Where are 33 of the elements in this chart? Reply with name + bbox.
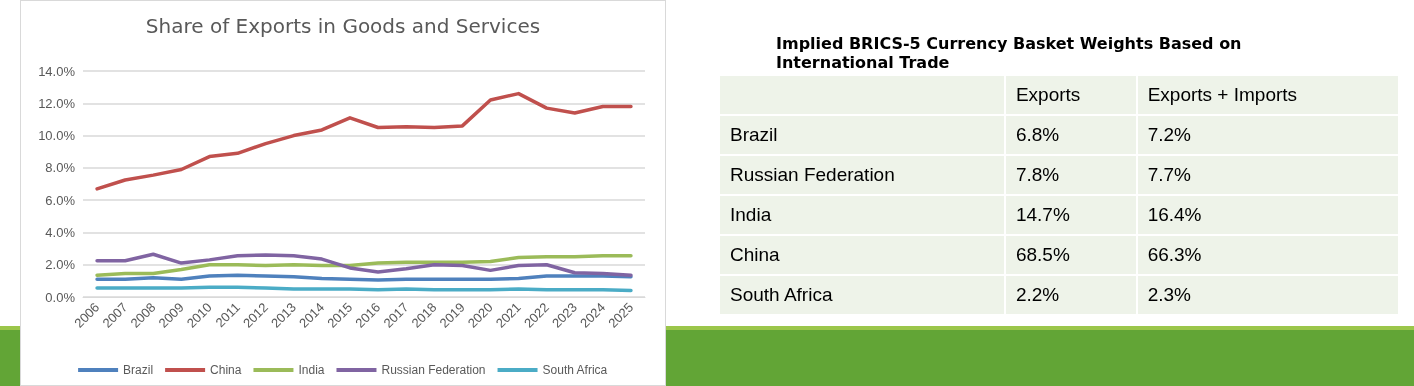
y-tick-label: 6.0% — [45, 192, 76, 208]
y-tick-label: 4.0% — [45, 224, 76, 240]
data-label: 6.8% — [1005, 116, 1136, 154]
category-label: Russian Federation — [720, 156, 1004, 194]
data-label: 68.5% — [1005, 236, 1136, 274]
data-label: 14.7% — [1005, 196, 1136, 234]
y-tick-label: 0.0% — [45, 289, 76, 305]
category-label: South Africa — [720, 276, 1004, 314]
data-label: 66.3% — [1137, 236, 1398, 274]
data-label: 2.2% — [1005, 276, 1136, 314]
series-label: Exports + Imports — [1137, 76, 1398, 114]
data-label: 16.4% — [1137, 196, 1398, 234]
legend-label: Brazil — [123, 363, 154, 377]
legend-label: India — [298, 363, 325, 377]
y-tick-label: 12.0% — [38, 95, 76, 111]
data-label: 2.3% — [1137, 276, 1398, 314]
category-label: Brazil — [720, 116, 1004, 154]
y-tick-label: 2.0% — [45, 257, 76, 273]
data-label: 7.7% — [1137, 156, 1398, 194]
legend-label: South Africa — [542, 363, 608, 377]
legend-label: China — [210, 363, 242, 377]
y-tick-label: 10.0% — [38, 128, 76, 144]
y-tick-label: 8.0% — [45, 160, 76, 176]
category-label: India — [720, 196, 1004, 234]
series-label: Exports — [1005, 76, 1136, 114]
line-series — [95, 91, 633, 191]
data-label: 7.8% — [1005, 156, 1136, 194]
chart-title: Share of Exports in Goods and Services — [145, 14, 541, 38]
data-label: 7.2% — [1137, 116, 1398, 154]
text: Implied BRICS-5 Currency Basket Weights Based on International Trade — [776, 34, 1243, 72]
legend-label: Russian Federation — [381, 363, 486, 377]
y-tick-label: 14.0% — [38, 63, 76, 79]
category-label: China — [720, 236, 1004, 274]
